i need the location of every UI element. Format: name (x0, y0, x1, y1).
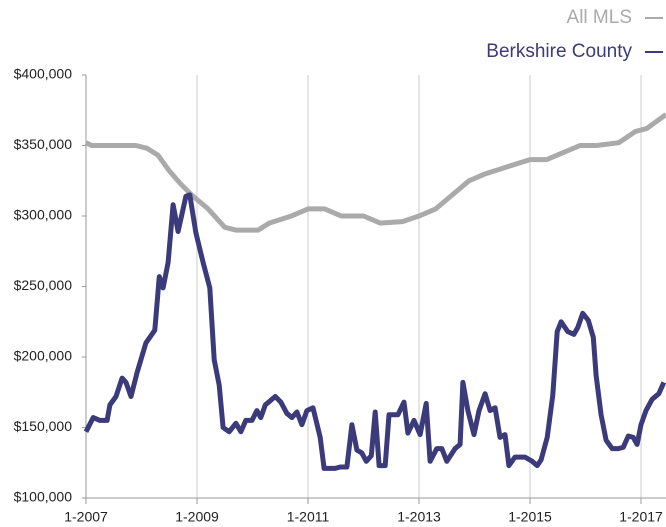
y-tick-label: $200,000 (14, 348, 73, 364)
x-tick-label: 1-2015 (508, 509, 552, 525)
series-line (83, 192, 666, 471)
x-tick-label: 1-2007 (64, 509, 108, 525)
y-tick-label: $400,000 (14, 66, 73, 82)
x-tick-label: 1-2011 (287, 509, 330, 525)
x-tick-label: 1-2009 (175, 509, 219, 525)
x-tick-label: 1-2017 (619, 509, 663, 525)
y-tick-label: $250,000 (14, 277, 73, 293)
x-tick-label: 1-2013 (397, 509, 441, 525)
legend-label: Berkshire County (486, 41, 632, 62)
series-line (84, 112, 666, 233)
y-tick-label: $350,000 (14, 136, 73, 152)
y-tick-label: $300,000 (14, 207, 73, 223)
y-tick-label: $100,000 (14, 489, 73, 505)
legend-label: All MLS (567, 7, 632, 28)
y-tick-label: $150,000 (14, 418, 73, 434)
